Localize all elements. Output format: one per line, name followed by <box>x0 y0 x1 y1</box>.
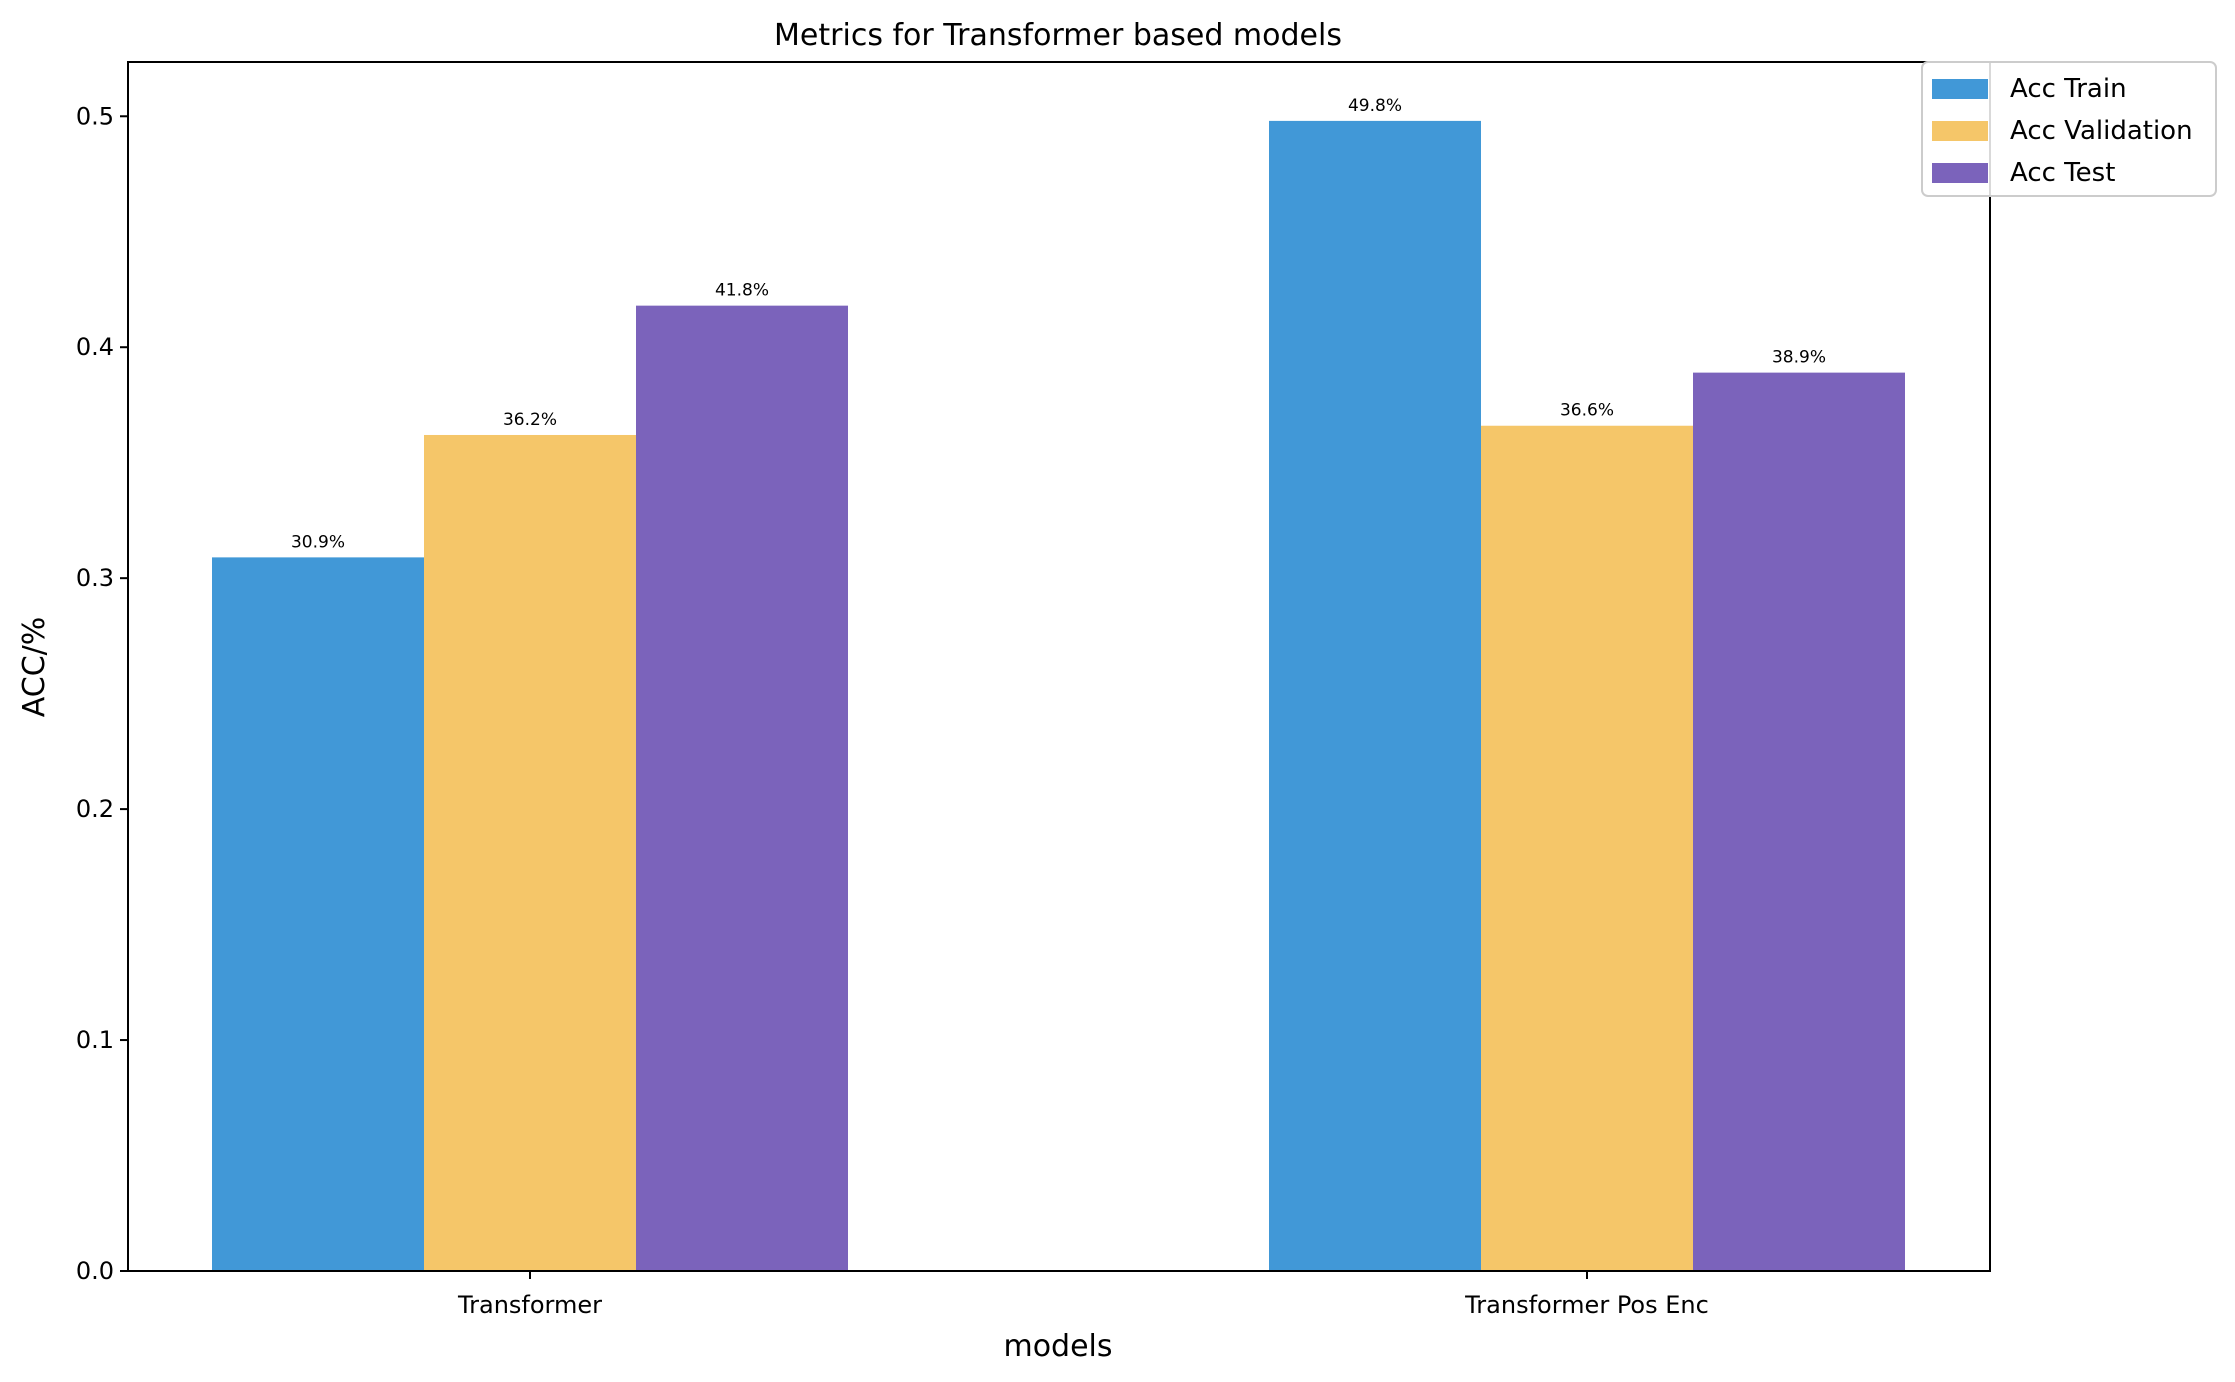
y-axis-title: ACC/% <box>17 617 52 718</box>
y-tick-label: 0.2 <box>76 795 114 823</box>
bar-acc-train <box>1269 120 1481 1272</box>
bar-acc-test <box>1693 372 1905 1271</box>
bar-acc-test <box>636 305 848 1271</box>
legend-swatch-acc-validation <box>1932 121 1988 141</box>
bar-value-label: 30.9% <box>291 532 345 552</box>
legend-label: Acc Test <box>2010 158 2115 188</box>
y-tick-label: 0.4 <box>76 333 114 361</box>
legend: Acc Train Acc Validation Acc Test <box>1921 61 2217 197</box>
bar-acc-train <box>212 557 424 1271</box>
x-axis-title: models <box>1003 1329 1112 1364</box>
plot-area: 0.0 0.1 0.2 0.3 0.4 0.5 30.9% 36.2% 41.8% Transfo… <box>76 96 1905 1319</box>
bar-value-label: 38.9% <box>1772 348 1826 368</box>
legend-swatch-acc-test <box>1932 163 1988 183</box>
bar-value-label: 49.8% <box>1348 96 1402 116</box>
y-tick-label: 0.1 <box>76 1026 114 1054</box>
legend-swatch-acc-train <box>1932 79 1988 99</box>
bar-value-label: 41.8% <box>715 281 769 301</box>
bar-acc-validation <box>1481 425 1693 1271</box>
legend-box <box>1921 61 2217 197</box>
y-tick-label: 0.5 <box>76 102 114 130</box>
y-tick-label: 0.0 <box>76 1257 114 1285</box>
bar-acc-validation <box>424 434 636 1272</box>
bar-value-label: 36.6% <box>1560 401 1614 421</box>
x-tick-label: Transformer Pos Enc <box>1464 1291 1709 1319</box>
x-tick-label: Transformer <box>457 1291 602 1319</box>
plot-frame <box>127 61 1991 1272</box>
legend-label: Acc Train <box>2010 74 2127 104</box>
chart-title: Metrics for Transformer based models <box>774 18 1342 53</box>
y-tick-label: 0.3 <box>76 564 114 592</box>
bar-value-label: 36.2% <box>503 410 557 430</box>
legend-label: Acc Validation <box>2010 116 2193 146</box>
